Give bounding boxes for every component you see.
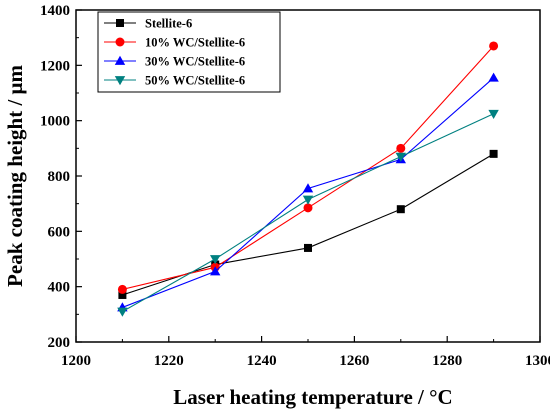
x-tick-label: 1300 bbox=[525, 353, 550, 369]
y-tick-label: 800 bbox=[48, 169, 71, 185]
legend-entry: 50% WC/Stellite-6 bbox=[104, 74, 245, 88]
series-line bbox=[122, 113, 494, 313]
data-point bbox=[210, 255, 221, 265]
y-tick-label: 1200 bbox=[40, 58, 70, 74]
data-point bbox=[489, 41, 499, 51]
series-line bbox=[122, 77, 494, 308]
y-axis: 200 400 600 800 1000 1200 1400 bbox=[40, 3, 82, 351]
y-tick-label: 1400 bbox=[40, 3, 70, 19]
data-point bbox=[304, 243, 312, 252]
data-point bbox=[210, 266, 221, 276]
y-tick-label: 400 bbox=[48, 280, 71, 296]
series-line bbox=[122, 153, 494, 296]
data-point bbox=[396, 143, 406, 153]
legend-label: 30% WC/Stellite-6 bbox=[145, 55, 245, 69]
data-point bbox=[303, 203, 313, 213]
series-2 bbox=[117, 41, 499, 294]
x-axis-title-text: Laser heating temperature / °C bbox=[173, 385, 452, 409]
data-point bbox=[117, 307, 128, 317]
legend-label: Stellite-6 bbox=[145, 17, 192, 31]
data-point bbox=[488, 109, 499, 119]
legend-label: 10% WC/Stellite-6 bbox=[145, 36, 245, 50]
y-axis-title: Peak coating height / μm bbox=[3, 65, 27, 287]
legend-marker bbox=[115, 37, 125, 47]
data-point bbox=[302, 183, 314, 193]
legend-marker bbox=[116, 19, 124, 27]
y-tick-label: 200 bbox=[48, 335, 71, 351]
x-tick-label: 1220 bbox=[154, 353, 184, 369]
data-point bbox=[489, 149, 498, 158]
x-tick-label: 1260 bbox=[339, 353, 369, 369]
x-tick-label: 1240 bbox=[247, 353, 277, 369]
legend-label: 50% WC/Stellite-6 bbox=[145, 74, 245, 88]
x-tick-label: 1280 bbox=[432, 353, 462, 369]
legend-entry: Stellite-6 bbox=[104, 17, 192, 31]
series-layer bbox=[117, 41, 499, 317]
data-point bbox=[396, 205, 405, 214]
y-tick-label: 1000 bbox=[40, 114, 70, 130]
data-point bbox=[302, 195, 314, 205]
series-3 bbox=[117, 72, 499, 312]
y-tick-label: 600 bbox=[48, 224, 71, 240]
series-4 bbox=[117, 109, 499, 317]
data-point bbox=[118, 290, 127, 299]
legend: Stellite-6 10% WC/Stellite-6 30% WC/Stelli… bbox=[97, 11, 281, 93]
data-point bbox=[117, 284, 127, 294]
legend-box bbox=[97, 11, 281, 93]
legend-entry: 10% WC/Stellite-6 bbox=[104, 36, 245, 50]
legend-marker bbox=[114, 76, 126, 86]
data-point bbox=[488, 72, 499, 82]
x-axis-title: Laser heating temperature / °C bbox=[173, 385, 452, 409]
legend-marker bbox=[114, 55, 126, 65]
x-tick-label: 1200 bbox=[61, 353, 91, 369]
data-point bbox=[395, 152, 406, 162]
legend-entry: 30% WC/Stellite-6 bbox=[104, 55, 245, 69]
x-axis: 1200 1220 1240 1260 1280 1300 bbox=[61, 336, 550, 369]
